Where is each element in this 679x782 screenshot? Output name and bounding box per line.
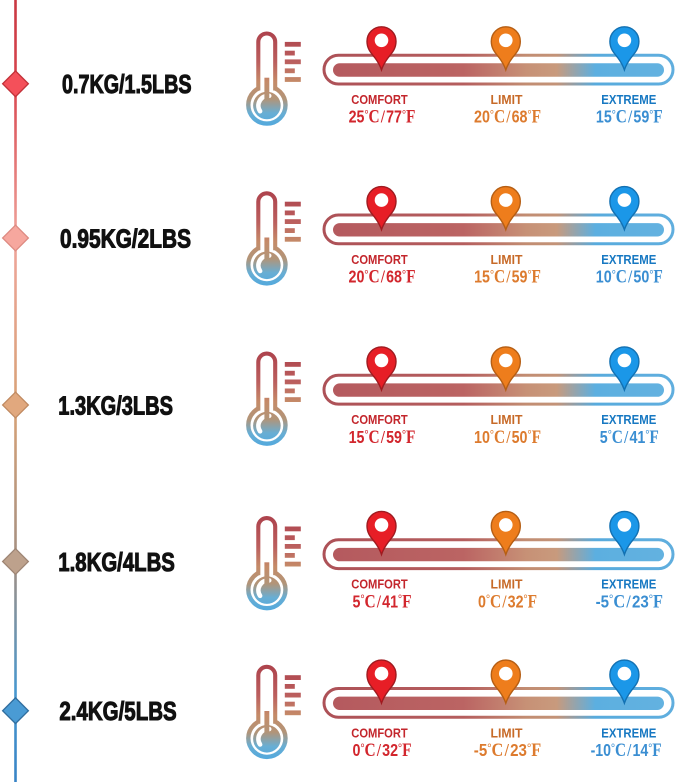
svg-text:0.7KG/1.5LBS: 0.7KG/1.5LBS [62,69,192,99]
svg-text:LIMIT: LIMIT [491,412,523,427]
svg-text:COMFORT: COMFORT [351,92,408,107]
svg-text:20°C / 68°F: 20°C / 68°F [349,267,416,288]
svg-text:EXTREME: EXTREME [601,92,656,107]
svg-text:20°C / 68°F: 20°C / 68°F [474,107,541,128]
svg-text:LIMIT: LIMIT [491,577,523,592]
svg-text:EXTREME: EXTREME [601,252,656,267]
svg-text:-5°C / 23°F: -5°C / 23°F [596,591,663,612]
svg-text:COMFORT: COMFORT [351,577,408,592]
svg-text:LIMIT: LIMIT [491,92,523,107]
svg-text:-10°C / 14°F: -10°C / 14°F [591,740,662,761]
svg-text:1.3KG/3LBS: 1.3KG/3LBS [58,390,173,420]
svg-text:COMFORT: COMFORT [351,252,408,267]
svg-text:0°C / 32°F: 0°C / 32°F [353,740,412,761]
svg-text:COMFORT: COMFORT [351,412,408,427]
svg-text:15°C / 59°F: 15°C / 59°F [596,107,663,128]
svg-text:EXTREME: EXTREME [601,577,656,592]
svg-text:10°C / 50°F: 10°C / 50°F [474,427,541,448]
svg-text:5°C / 41°F: 5°C / 41°F [353,591,412,612]
svg-text:0°C / 32°F: 0°C / 32°F [478,591,537,612]
svg-text:1.8KG/4LBS: 1.8KG/4LBS [58,547,175,577]
svg-text:-5°C / 23°F: -5°C / 23°F [474,740,541,761]
svg-text:LIMIT: LIMIT [491,252,523,267]
svg-text:15°C / 59°F: 15°C / 59°F [474,267,541,288]
svg-text:EXTREME: EXTREME [601,725,656,740]
svg-text:EXTREME: EXTREME [601,412,656,427]
svg-text:0.95KG/2LBS: 0.95KG/2LBS [60,223,191,253]
svg-text:25°C / 77°F: 25°C / 77°F [349,107,416,128]
svg-text:5°C / 41°F: 5°C / 41°F [600,427,659,448]
svg-text:15°C / 59°F: 15°C / 59°F [349,427,416,448]
svg-text:COMFORT: COMFORT [351,725,408,740]
svg-text:LIMIT: LIMIT [491,725,523,740]
svg-text:2.4KG/5LBS: 2.4KG/5LBS [59,696,176,726]
svg-text:10°C / 50°F: 10°C / 50°F [596,267,663,288]
